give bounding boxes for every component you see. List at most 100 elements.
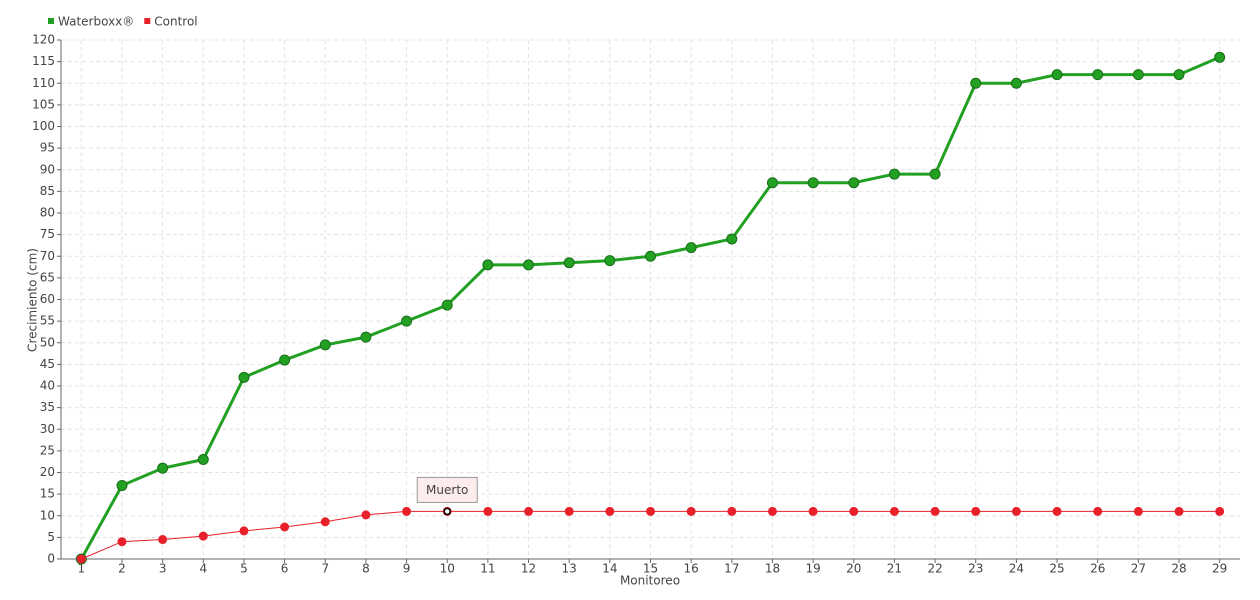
y-tick-label: 95 xyxy=(40,141,55,155)
y-tick-label: 75 xyxy=(40,227,55,241)
y-tick-label: 0 xyxy=(47,552,55,566)
y-tick-label: 20 xyxy=(40,465,55,479)
data-point xyxy=(1093,506,1103,516)
data-point xyxy=(157,462,169,474)
data-point xyxy=(402,506,412,516)
x-tick-label: 10 xyxy=(440,562,455,576)
data-point xyxy=(482,259,494,271)
x-tick-label: 9 xyxy=(403,562,411,576)
x-tick-label: 6 xyxy=(281,562,289,576)
data-point xyxy=(76,554,86,564)
data-point xyxy=(1051,69,1063,81)
data-point xyxy=(198,531,208,541)
data-point xyxy=(929,168,941,180)
data-point xyxy=(970,77,982,89)
data-point xyxy=(645,250,656,262)
x-tick-label: 17 xyxy=(724,562,739,576)
y-tick-label: 85 xyxy=(40,184,55,198)
y-tick-label: 35 xyxy=(40,400,55,414)
annotation-box xyxy=(416,476,478,503)
data-point xyxy=(523,259,535,271)
x-tick-label: 29 xyxy=(1212,562,1227,576)
annotation-marker xyxy=(443,507,451,516)
x-tick-label: 18 xyxy=(765,562,780,576)
x-tick-label: 4 xyxy=(199,562,207,576)
y-tick-label: 10 xyxy=(40,508,55,522)
legend-label: Waterboxx® xyxy=(58,15,134,29)
x-tick-label: 27 xyxy=(1131,562,1146,576)
data-point xyxy=(238,371,250,383)
data-point xyxy=(319,339,331,351)
data-point xyxy=(685,242,697,254)
x-tick-label: 12 xyxy=(521,562,536,576)
x-tick-label: 21 xyxy=(887,562,902,576)
data-point xyxy=(1011,506,1021,516)
y-tick-label: 30 xyxy=(40,422,55,436)
y-tick-label: 45 xyxy=(40,357,55,371)
data-point xyxy=(889,506,899,516)
data-point xyxy=(808,506,818,516)
data-point xyxy=(320,517,330,527)
y-tick-label: 65 xyxy=(40,270,55,284)
data-point xyxy=(686,506,696,516)
data-point xyxy=(483,506,493,516)
y-tick-label: 105 xyxy=(32,97,55,111)
x-tick-label: 8 xyxy=(362,562,370,576)
data-point xyxy=(441,299,453,311)
annotation-text: Muerto xyxy=(426,483,468,497)
y-axis-label: Crecimiento (cm) xyxy=(26,248,40,352)
x-tick-label: 19 xyxy=(805,562,820,576)
data-point xyxy=(767,506,777,516)
y-tick-label: 55 xyxy=(40,314,55,328)
data-point xyxy=(361,510,371,520)
data-point xyxy=(766,177,778,189)
y-tick-label: 115 xyxy=(32,54,55,68)
data-point xyxy=(360,331,372,343)
data-point xyxy=(1215,506,1225,516)
data-point xyxy=(524,506,534,516)
data-point xyxy=(971,506,981,516)
x-tick-label: 11 xyxy=(480,562,495,576)
data-point xyxy=(280,522,290,532)
x-tick-label: 7 xyxy=(321,562,329,576)
data-point xyxy=(930,506,940,516)
x-tick-label: 2 xyxy=(118,562,126,576)
x-tick-label: 24 xyxy=(1009,562,1024,576)
data-point xyxy=(1133,506,1143,516)
x-axis-label: Monitoreo xyxy=(620,574,680,588)
data-point xyxy=(1214,51,1226,63)
y-tick-label: 80 xyxy=(40,206,55,220)
x-tick-label: 22 xyxy=(927,562,942,576)
x-tick-label: 3 xyxy=(159,562,167,576)
y-tick-label: 90 xyxy=(40,162,55,176)
data-point xyxy=(401,315,413,327)
y-tick-label: 120 xyxy=(32,33,55,47)
data-point xyxy=(888,168,900,180)
y-tick-label: 50 xyxy=(40,335,55,349)
data-point xyxy=(726,233,738,245)
x-tick-label: 13 xyxy=(562,562,577,576)
data-point xyxy=(849,506,859,516)
y-tick-label: 15 xyxy=(40,487,55,501)
data-point xyxy=(116,479,128,491)
y-tick-label: 25 xyxy=(40,443,55,457)
x-tick-label: 5 xyxy=(240,562,248,576)
x-tick-label: 20 xyxy=(846,562,861,576)
x-tick-label: 16 xyxy=(684,562,699,576)
data-point xyxy=(239,526,249,536)
x-tick-label: 28 xyxy=(1171,562,1186,576)
y-tick-label: 70 xyxy=(40,249,55,263)
data-point xyxy=(807,177,819,189)
legend-swatch xyxy=(144,18,151,24)
x-tick-label: 23 xyxy=(968,562,983,576)
data-point xyxy=(1174,506,1184,516)
y-tick-label: 40 xyxy=(40,379,55,393)
data-point xyxy=(605,506,615,516)
data-point xyxy=(1173,69,1185,81)
data-point xyxy=(197,454,209,466)
x-tick-label: 26 xyxy=(1090,562,1105,576)
data-point xyxy=(279,354,291,366)
y-tick-label: 100 xyxy=(32,119,55,133)
